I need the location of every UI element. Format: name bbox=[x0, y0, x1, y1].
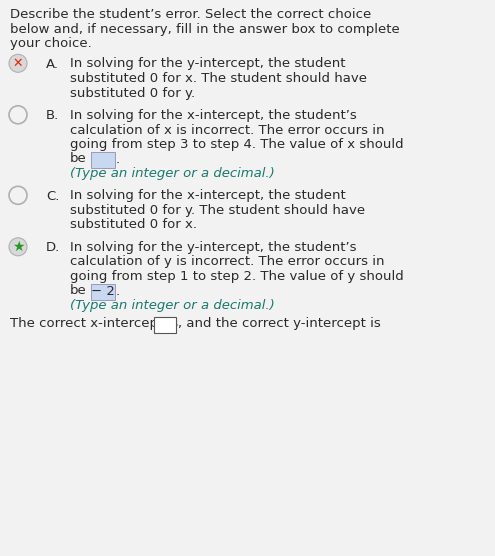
Text: The correct x-intercept is: The correct x-intercept is bbox=[10, 317, 178, 330]
Text: A.: A. bbox=[46, 57, 59, 71]
Text: substituted 0 for y.: substituted 0 for y. bbox=[70, 87, 195, 100]
Text: B.: B. bbox=[46, 109, 59, 122]
FancyBboxPatch shape bbox=[91, 152, 115, 168]
Text: .: . bbox=[116, 285, 120, 298]
Text: going from step 1 to step 2. The value of y should: going from step 1 to step 2. The value o… bbox=[70, 270, 404, 283]
Text: C.: C. bbox=[46, 190, 59, 202]
Circle shape bbox=[9, 238, 27, 256]
Text: (Type an integer or a decimal.): (Type an integer or a decimal.) bbox=[70, 299, 275, 312]
Text: be: be bbox=[70, 285, 87, 297]
Circle shape bbox=[9, 54, 27, 72]
FancyBboxPatch shape bbox=[154, 317, 176, 332]
Text: Describe the student’s error. Select the correct choice: Describe the student’s error. Select the… bbox=[10, 8, 371, 21]
Text: In solving for the x-intercept, the student’s: In solving for the x-intercept, the stud… bbox=[70, 109, 357, 122]
Text: substituted 0 for x. The student should have: substituted 0 for x. The student should … bbox=[70, 72, 367, 85]
Text: substituted 0 for y. The student should have: substituted 0 for y. The student should … bbox=[70, 204, 365, 217]
Text: below and, if necessary, fill in the answer box to complete: below and, if necessary, fill in the ans… bbox=[10, 22, 400, 36]
Text: calculation of x is incorrect. The error occurs in: calculation of x is incorrect. The error… bbox=[70, 123, 385, 137]
Text: (Type an integer or a decimal.): (Type an integer or a decimal.) bbox=[70, 167, 275, 180]
Text: .: . bbox=[116, 153, 120, 166]
Text: D.: D. bbox=[46, 241, 60, 254]
Text: calculation of y is incorrect. The error occurs in: calculation of y is incorrect. The error… bbox=[70, 256, 385, 269]
Text: going from step 3 to step 4. The value of x should: going from step 3 to step 4. The value o… bbox=[70, 138, 403, 151]
Text: ✕: ✕ bbox=[13, 57, 23, 70]
Text: In solving for the y-intercept, the student’s: In solving for the y-intercept, the stud… bbox=[70, 241, 356, 254]
Text: In solving for the y-intercept, the student: In solving for the y-intercept, the stud… bbox=[70, 57, 346, 71]
Text: − 2: − 2 bbox=[91, 285, 115, 298]
Text: , and the correct y-intercept is: , and the correct y-intercept is bbox=[178, 317, 381, 330]
FancyBboxPatch shape bbox=[91, 284, 115, 300]
Text: your choice.: your choice. bbox=[10, 37, 92, 50]
Text: In solving for the x-intercept, the student: In solving for the x-intercept, the stud… bbox=[70, 190, 346, 202]
Text: substituted 0 for x.: substituted 0 for x. bbox=[70, 219, 197, 231]
Text: ★: ★ bbox=[12, 240, 24, 254]
Text: be: be bbox=[70, 152, 87, 166]
